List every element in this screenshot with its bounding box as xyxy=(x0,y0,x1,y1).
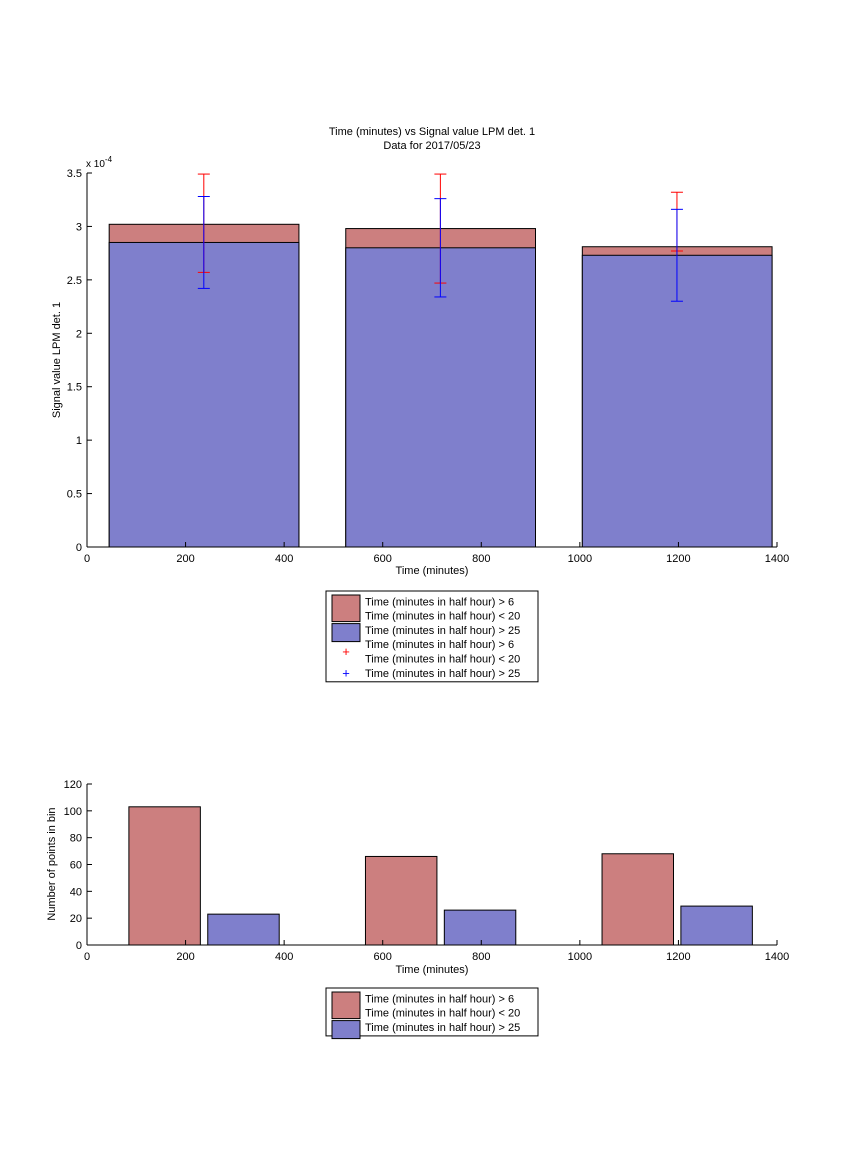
top-legend: Time (minutes in half hour) > 6 Time (min… xyxy=(325,590,539,683)
top-y-tick-label: 2.5 xyxy=(67,275,82,287)
legend-marker-blue: + xyxy=(342,666,350,681)
top-chart-title: Time (minutes) vs Signal value LPM det. … xyxy=(329,126,535,138)
bottom-x-tick-label: 0 xyxy=(84,951,90,963)
bottom-chart: 0 200 400 600 800 1000 1200 1400 0 20 40 60 80 100 120 xyxy=(64,779,790,963)
bottom-x-tick-label: 1000 xyxy=(568,951,592,963)
bar-blue xyxy=(108,241,300,548)
bottom-chart-xlabel: Time (minutes) xyxy=(396,964,469,976)
top-y-tick-label: 3.5 xyxy=(67,168,82,180)
top-y-tick-label: 2 xyxy=(76,328,82,340)
top-x-tick-label: 0 xyxy=(84,553,90,565)
legend-swatch-blue xyxy=(331,623,361,643)
top-chart-subtitle: Data for 2017/05/23 xyxy=(383,140,480,152)
top-chart-exponent: x 10-4 xyxy=(86,155,113,170)
legend-label: Time (minutes in half hour) > 6 xyxy=(365,639,514,651)
top-chart-xlabel: Time (minutes) xyxy=(396,565,469,577)
bottom-y-tick-label: 60 xyxy=(70,860,82,872)
top-chart-exponent-power: -4 xyxy=(105,155,113,164)
top-y-tick-label: 1.5 xyxy=(67,382,82,394)
bottom-legend: Time (minutes in half hour) > 6 Time (min… xyxy=(325,987,539,1040)
bottom-y-tick-label: 120 xyxy=(64,779,82,791)
bar-red xyxy=(601,853,674,946)
top-chart: 0 200 400 600 800 1000 1200 1400 0 0.5 1 1.5 2 2.5 3 3.… xyxy=(67,168,790,565)
legend-swatch-blue xyxy=(331,1020,361,1040)
bottom-x-tick-label: 600 xyxy=(374,951,392,963)
bar-blue xyxy=(207,913,280,946)
bar-blue xyxy=(345,247,536,548)
top-y-tick-label: 0.5 xyxy=(67,489,82,501)
bar-blue xyxy=(680,905,753,946)
bar-blue xyxy=(581,254,773,548)
top-chart-exponent-base: x 10 xyxy=(86,159,105,170)
bar-red xyxy=(128,806,201,946)
bottom-x-tick-label: 200 xyxy=(176,951,194,963)
legend-marker-red: + xyxy=(342,644,350,659)
legend-label: Time (minutes in half hour) > 25 xyxy=(365,625,520,637)
legend-label: Time (minutes in half hour) < 20 xyxy=(365,611,520,623)
bar-blue xyxy=(443,909,517,946)
legend-swatch-red xyxy=(331,594,361,623)
bottom-y-tick-label: 20 xyxy=(70,913,82,925)
top-x-tick-label: 1400 xyxy=(765,553,789,565)
legend-label: Time (minutes in half hour) < 20 xyxy=(365,654,520,666)
top-x-tick-label: 1000 xyxy=(568,553,592,565)
top-x-tick-label: 600 xyxy=(374,553,392,565)
top-x-tick-label: 200 xyxy=(176,553,194,565)
legend-label: Time (minutes in half hour) > 25 xyxy=(365,1022,520,1034)
bottom-y-tick-label: 40 xyxy=(70,886,82,898)
top-x-tick-label: 400 xyxy=(275,553,293,565)
bottom-x-tick-label: 800 xyxy=(472,951,490,963)
legend-label: Time (minutes in half hour) > 6 xyxy=(365,993,514,1005)
top-x-tick-label: 1200 xyxy=(666,553,690,565)
bottom-x-tick-label: 400 xyxy=(275,951,293,963)
bottom-chart-ylabel: Number of points in bin xyxy=(46,807,58,920)
legend-label: Time (minutes in half hour) < 20 xyxy=(365,1008,520,1020)
bottom-x-tick-label: 1200 xyxy=(666,951,690,963)
bottom-y-tick-label: 80 xyxy=(70,833,82,845)
legend-swatch-red xyxy=(331,991,361,1020)
legend-box xyxy=(325,590,539,683)
bottom-y-tick-label: 100 xyxy=(64,806,82,818)
top-y-tick-label: 0 xyxy=(76,542,82,554)
top-y-tick-label: 3 xyxy=(76,221,82,233)
bar-red xyxy=(364,855,438,946)
bottom-y-tick-label: 0 xyxy=(76,940,82,952)
top-chart-ylabel: Signal value LPM det. 1 xyxy=(51,302,63,418)
legend-label: Time (minutes in half hour) > 25 xyxy=(365,668,520,680)
bottom-x-tick-label: 1400 xyxy=(765,951,789,963)
top-x-tick-label: 800 xyxy=(472,553,490,565)
legend-label: Time (minutes in half hour) > 6 xyxy=(365,596,514,608)
top-y-tick-label: 1 xyxy=(76,435,82,447)
legend-box xyxy=(325,987,539,1037)
